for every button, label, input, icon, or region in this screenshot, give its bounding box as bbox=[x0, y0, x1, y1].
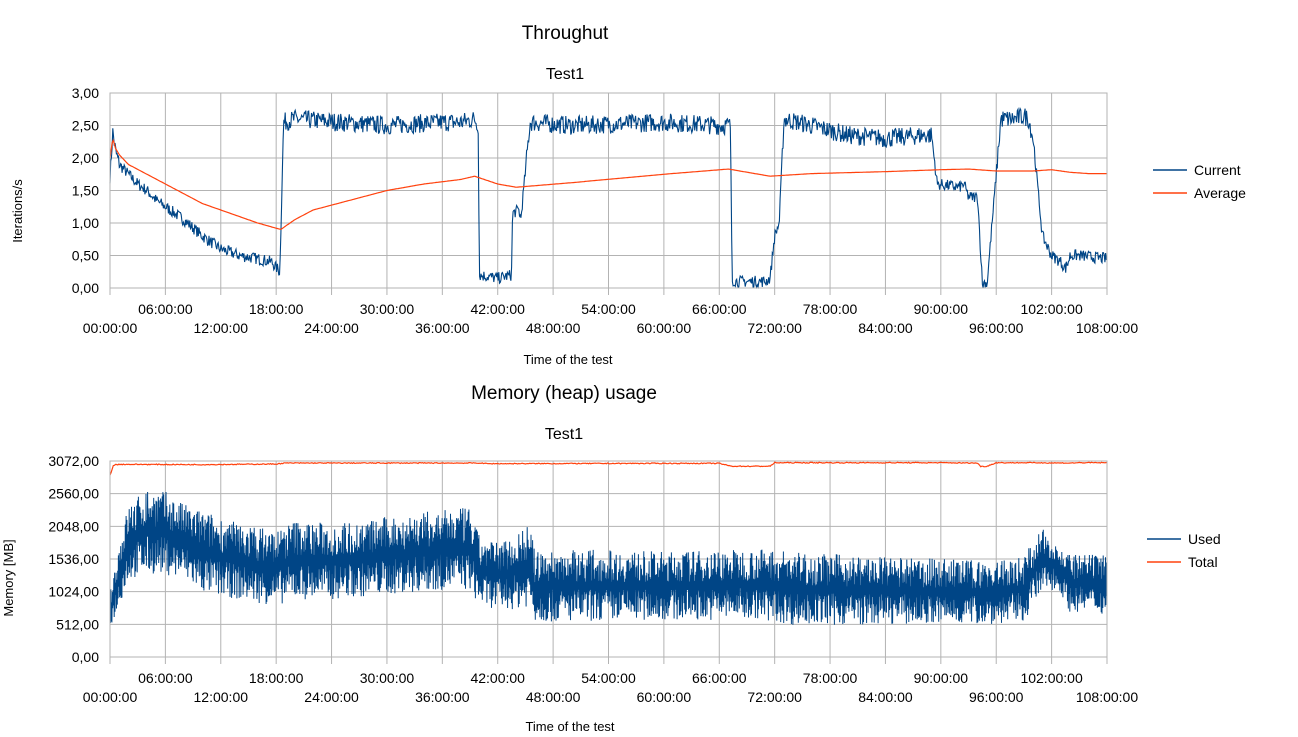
legend-label-average: Average bbox=[1194, 185, 1246, 201]
legend-label-used: Used bbox=[1188, 531, 1221, 547]
x-tick-label: 96:00:00 bbox=[969, 689, 1024, 705]
x-ticks-memory: 00:00:0006:00:0012:00:0018:00:0024:00:00… bbox=[83, 670, 1139, 705]
x-tick-label: 60:00:00 bbox=[637, 320, 692, 336]
x-tick-label: 36:00:00 bbox=[415, 689, 470, 705]
plot-frame-throughput bbox=[109, 92, 1108, 289]
chart-subtitle-memory: Test1 bbox=[545, 426, 583, 443]
series-memory bbox=[109, 461, 1108, 625]
series-line-total bbox=[109, 461, 1108, 476]
chart-title-throughput: Throughut bbox=[522, 23, 609, 44]
x-tick-label: 48:00:00 bbox=[526, 320, 581, 336]
chart-title-memory: Memory (heap) usage bbox=[471, 383, 657, 404]
x-tick-label: 54:00:00 bbox=[581, 301, 636, 317]
y-tick-label: 1,00 bbox=[72, 215, 99, 231]
y-tick-label: 0,50 bbox=[72, 248, 99, 264]
x-tick-label: 96:00:00 bbox=[969, 320, 1024, 336]
x-tick-label: 06:00:00 bbox=[138, 670, 193, 686]
x-tick-label: 66:00:00 bbox=[692, 301, 747, 317]
x-tick-label: 102:00:00 bbox=[1020, 670, 1082, 686]
x-tick-label: 84:00:00 bbox=[858, 320, 913, 336]
x-tick-label: 42:00:00 bbox=[470, 670, 525, 686]
x-tick-label: 00:00:00 bbox=[83, 689, 138, 705]
series-line-current bbox=[109, 107, 1108, 290]
x-tick-label: 00:00:00 bbox=[83, 320, 138, 336]
y-tick-label: 3072,00 bbox=[48, 453, 99, 469]
x-tick-label: 60:00:00 bbox=[637, 689, 692, 705]
y-axis-label-throughput: Iterations/s bbox=[10, 179, 25, 243]
x-tick-label: 12:00:00 bbox=[194, 689, 249, 705]
x-tick-label: 36:00:00 bbox=[415, 320, 470, 336]
x-tick-label: 72:00:00 bbox=[747, 689, 802, 705]
x-tick-label: 06:00:00 bbox=[138, 301, 193, 317]
throughput-chart: Throughut Test1 0,00 0,50 1,00 1,50 2,00 2,50… bbox=[10, 23, 1246, 367]
x-tick-label: 12:00:00 bbox=[194, 320, 249, 336]
x-tick-label: 78:00:00 bbox=[803, 670, 858, 686]
y-tick-label: 2560,00 bbox=[48, 486, 99, 502]
y-tick-label: 512,00 bbox=[56, 616, 99, 632]
x-tick-label: 72:00:00 bbox=[747, 320, 802, 336]
legend-memory: Used Total bbox=[1147, 531, 1221, 570]
x-tick-label: 48:00:00 bbox=[526, 689, 581, 705]
legend-throughput: Current Average bbox=[1153, 162, 1246, 201]
x-tick-label: 18:00:00 bbox=[249, 670, 304, 686]
x-tick-label: 30:00:00 bbox=[360, 301, 415, 317]
y-tick-label: 2,00 bbox=[72, 150, 99, 166]
chart-subtitle-throughput: Test1 bbox=[546, 66, 584, 83]
x-axis-label-memory: Time of the test bbox=[525, 719, 614, 734]
y-axis-label-memory: Memory [MB] bbox=[1, 539, 16, 616]
x-tick-label: 90:00:00 bbox=[914, 301, 969, 317]
x-tick-label: 42:00:00 bbox=[470, 301, 525, 317]
x-tick-label: 108:00:00 bbox=[1076, 320, 1138, 336]
series-throughput bbox=[109, 107, 1108, 290]
x-tick-label: 30:00:00 bbox=[360, 670, 415, 686]
x-tick-label: 18:00:00 bbox=[249, 301, 304, 317]
x-tick-label: 66:00:00 bbox=[692, 670, 747, 686]
x-tick-label: 108:00:00 bbox=[1076, 689, 1138, 705]
x-tick-label: 78:00:00 bbox=[803, 301, 858, 317]
y-ticks-throughput: 0,00 0,50 1,00 1,50 2,00 2,50 3,00 bbox=[72, 85, 99, 296]
y-tick-label: 2,50 bbox=[72, 118, 99, 134]
x-tick-label: 102:00:00 bbox=[1020, 301, 1082, 317]
x-tick-label: 54:00:00 bbox=[581, 670, 636, 686]
y-tick-label: 3,00 bbox=[72, 85, 99, 101]
y-tick-label: 1024,00 bbox=[48, 584, 99, 600]
x-tick-label: 90:00:00 bbox=[914, 670, 969, 686]
series-line-average bbox=[109, 138, 1107, 231]
y-tick-label: 2048,00 bbox=[48, 518, 99, 534]
legend-label-total: Total bbox=[1188, 554, 1218, 570]
memory-chart: Memory (heap) usage Test1 0,00 512,00 1024… bbox=[1, 383, 1221, 734]
series-line-used bbox=[109, 491, 1108, 625]
y-tick-label: 1536,00 bbox=[48, 551, 99, 567]
legend-label-current: Current bbox=[1194, 162, 1241, 178]
y-ticks-memory: 0,00 512,00 1024,00 1536,00 2048,00 2560,00 30… bbox=[48, 453, 99, 665]
x-tick-label: 84:00:00 bbox=[858, 689, 913, 705]
x-tick-label: 24:00:00 bbox=[304, 689, 359, 705]
y-tick-label: 0,00 bbox=[72, 280, 99, 296]
x-ticks-throughput: 00:00:0006:00:0012:00:0018:00:0024:00:00… bbox=[83, 301, 1139, 336]
y-tick-label: 0,00 bbox=[72, 649, 99, 665]
plot-frame-memory bbox=[109, 460, 1108, 658]
x-tick-label: 24:00:00 bbox=[304, 320, 359, 336]
x-axis-label-throughput: Time of the test bbox=[523, 352, 612, 367]
y-tick-label: 1,50 bbox=[72, 183, 99, 199]
